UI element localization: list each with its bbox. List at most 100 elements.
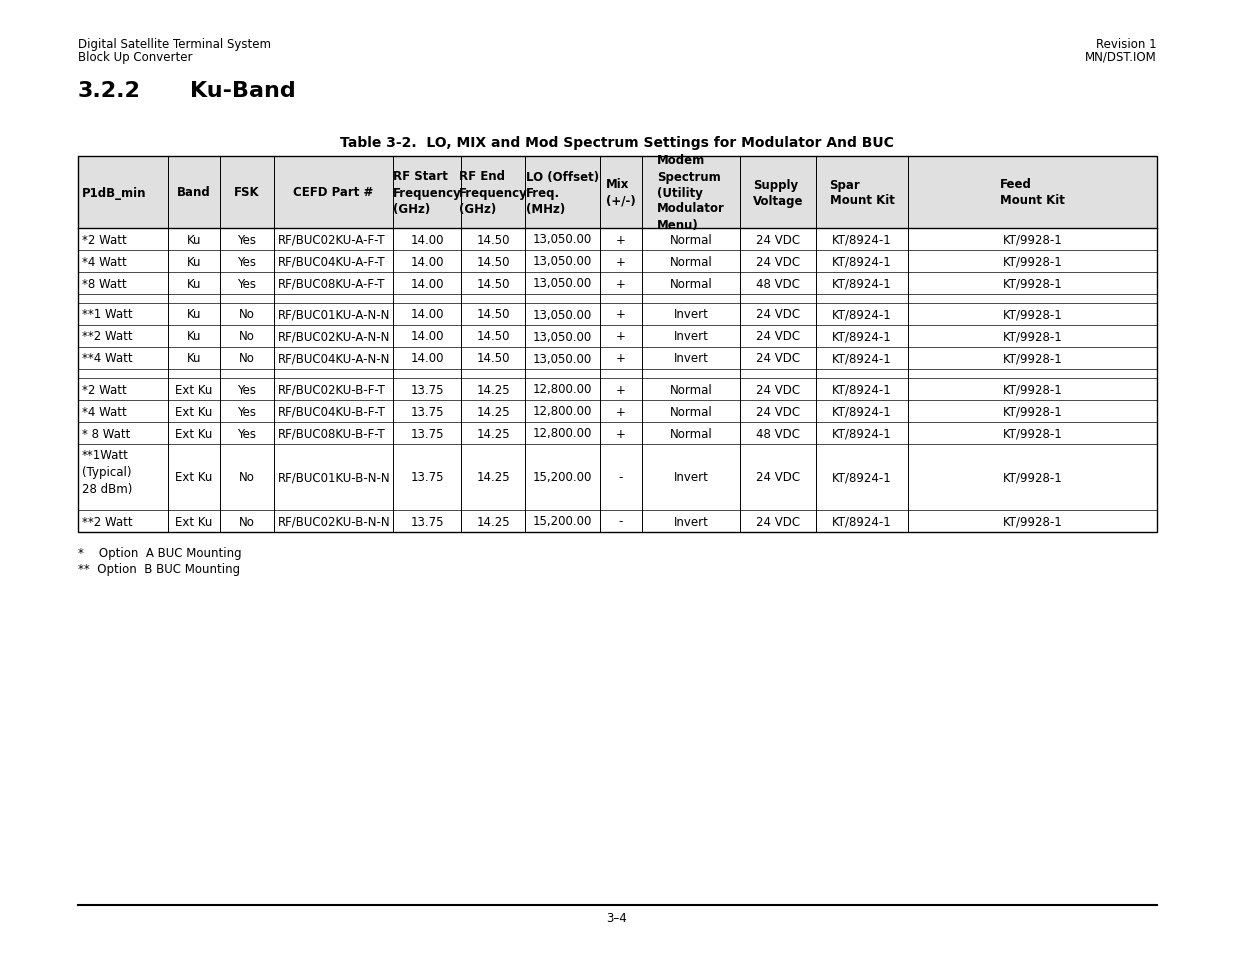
Text: **2 Watt: **2 Watt [82,330,132,343]
Bar [78,157,1157,533]
Text: FSK: FSK [235,186,259,199]
Text: 24 VDC: 24 VDC [756,308,800,321]
Text: 13,050.00: 13,050.00 [532,233,592,246]
Text: 14.00: 14.00 [410,233,443,246]
Text: KT/8924-1: KT/8924-1 [832,383,892,396]
Text: KT/8924-1: KT/8924-1 [832,471,892,484]
Text: 13,050.00: 13,050.00 [532,255,592,268]
Text: +: + [616,277,626,291]
Text: 14.50: 14.50 [477,308,510,321]
Text: KT/9928-1: KT/9928-1 [1003,308,1062,321]
Text: Table 3-2.  LO, MIX and Mod Spectrum Settings for Modulator And BUC: Table 3-2. LO, MIX and Mod Spectrum Sett… [340,136,894,150]
Text: RF/BUC08KU-B-F-T: RF/BUC08KU-B-F-T [278,427,385,440]
Text: Band: Band [177,186,211,199]
Text: CEFD Part #: CEFD Part # [294,186,374,199]
Text: +: + [616,330,626,343]
Text: Ku: Ku [186,330,201,343]
Text: Ku: Ku [186,308,201,321]
Text: 13.75: 13.75 [410,405,443,418]
Text: 14.25: 14.25 [477,383,510,396]
Text: Ku: Ku [186,352,201,365]
Text: Ku: Ku [186,233,201,246]
Text: Normal: Normal [669,427,713,440]
Text: KT/8924-1: KT/8924-1 [832,233,892,246]
Text: Normal: Normal [669,277,713,291]
Text: 14.00: 14.00 [410,308,443,321]
Text: 13.75: 13.75 [410,471,443,484]
Text: **  Option  B BUC Mounting: ** Option B BUC Mounting [78,562,240,576]
Text: Invert: Invert [673,471,709,484]
Text: Yes: Yes [237,277,257,291]
Text: 13.75: 13.75 [410,427,443,440]
Text: 24 VDC: 24 VDC [756,255,800,268]
Text: KT/9928-1: KT/9928-1 [1003,233,1062,246]
Text: Ext Ku: Ext Ku [175,405,212,418]
Text: KT/8924-1: KT/8924-1 [832,405,892,418]
Text: *4 Watt: *4 Watt [82,255,127,268]
Text: RF/BUC04KU-A-N-N: RF/BUC04KU-A-N-N [278,352,390,365]
Text: Ext Ku: Ext Ku [175,515,212,528]
Text: Spar
Mount Kit: Spar Mount Kit [830,178,894,208]
Text: 12,800.00: 12,800.00 [532,383,593,396]
Text: KT/9928-1: KT/9928-1 [1003,383,1062,396]
Text: 14.50: 14.50 [477,255,510,268]
Text: +: + [616,405,626,418]
Text: KT/9928-1: KT/9928-1 [1003,277,1062,291]
Text: RF/BUC08KU-A-F-T: RF/BUC08KU-A-F-T [278,277,385,291]
Text: KT/9928-1: KT/9928-1 [1003,352,1062,365]
Text: 14.50: 14.50 [477,330,510,343]
Text: Invert: Invert [673,308,709,321]
Text: 24 VDC: 24 VDC [756,352,800,365]
Text: 13,050.00: 13,050.00 [532,277,592,291]
Text: KT/9928-1: KT/9928-1 [1003,330,1062,343]
Text: RF/BUC02KU-B-F-T: RF/BUC02KU-B-F-T [278,383,385,396]
Text: 12,800.00: 12,800.00 [532,405,593,418]
Text: Ext Ku: Ext Ku [175,471,212,484]
Text: KT/8924-1: KT/8924-1 [832,308,892,321]
Text: **1 Watt: **1 Watt [82,308,132,321]
Text: 14.00: 14.00 [410,330,443,343]
Text: -: - [619,515,624,528]
Text: LO (Offset)
Freq.
(MHz): LO (Offset) Freq. (MHz) [526,171,599,215]
Text: KT/9928-1: KT/9928-1 [1003,255,1062,268]
Text: 14.00: 14.00 [410,352,443,365]
Text: * 8 Watt: * 8 Watt [82,427,131,440]
Text: KT/8924-1: KT/8924-1 [832,330,892,343]
Text: Ext Ku: Ext Ku [175,383,212,396]
Text: 24 VDC: 24 VDC [756,233,800,246]
Text: Normal: Normal [669,255,713,268]
Text: 13,050.00: 13,050.00 [532,308,592,321]
Text: Mix
(+/-): Mix (+/-) [606,178,636,208]
Text: Digital Satellite Terminal System: Digital Satellite Terminal System [78,38,270,51]
Text: *2 Watt: *2 Watt [82,233,127,246]
Text: 14.25: 14.25 [477,515,510,528]
Text: +: + [616,383,626,396]
Text: 14.00: 14.00 [410,255,443,268]
Text: 13,050.00: 13,050.00 [532,330,592,343]
Text: Normal: Normal [669,405,713,418]
Text: +: + [616,255,626,268]
Text: No: No [240,471,254,484]
Text: No: No [240,352,254,365]
Text: RF/BUC01KU-A-N-N: RF/BUC01KU-A-N-N [278,308,390,321]
Text: 15,200.00: 15,200.00 [532,471,593,484]
Text: RF/BUC02KU-B-N-N: RF/BUC02KU-B-N-N [278,515,390,528]
Text: Yes: Yes [237,383,257,396]
Text: KT/9928-1: KT/9928-1 [1003,427,1062,440]
Text: Modem
Spectrum
(Utility
Modulator
Menu): Modem Spectrum (Utility Modulator Menu) [657,154,725,232]
Text: KT/8924-1: KT/8924-1 [832,515,892,528]
Text: +: + [616,352,626,365]
Text: *8 Watt: *8 Watt [82,277,127,291]
Text: **2 Watt: **2 Watt [82,515,132,528]
Text: *2 Watt: *2 Watt [82,383,127,396]
Text: 14.50: 14.50 [477,277,510,291]
Text: -: - [619,471,624,484]
Text: 14.25: 14.25 [477,427,510,440]
Text: MN/DST.IOM: MN/DST.IOM [1086,51,1157,64]
Text: P1dB_min: P1dB_min [82,186,147,199]
Text: No: No [240,330,254,343]
Bar [78,157,1157,229]
Text: RF/BUC01KU-B-N-N: RF/BUC01KU-B-N-N [278,471,390,484]
Text: 13,050.00: 13,050.00 [532,352,592,365]
Text: Yes: Yes [237,255,257,268]
